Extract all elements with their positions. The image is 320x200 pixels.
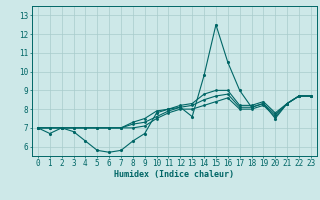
X-axis label: Humidex (Indice chaleur): Humidex (Indice chaleur) <box>115 170 234 179</box>
